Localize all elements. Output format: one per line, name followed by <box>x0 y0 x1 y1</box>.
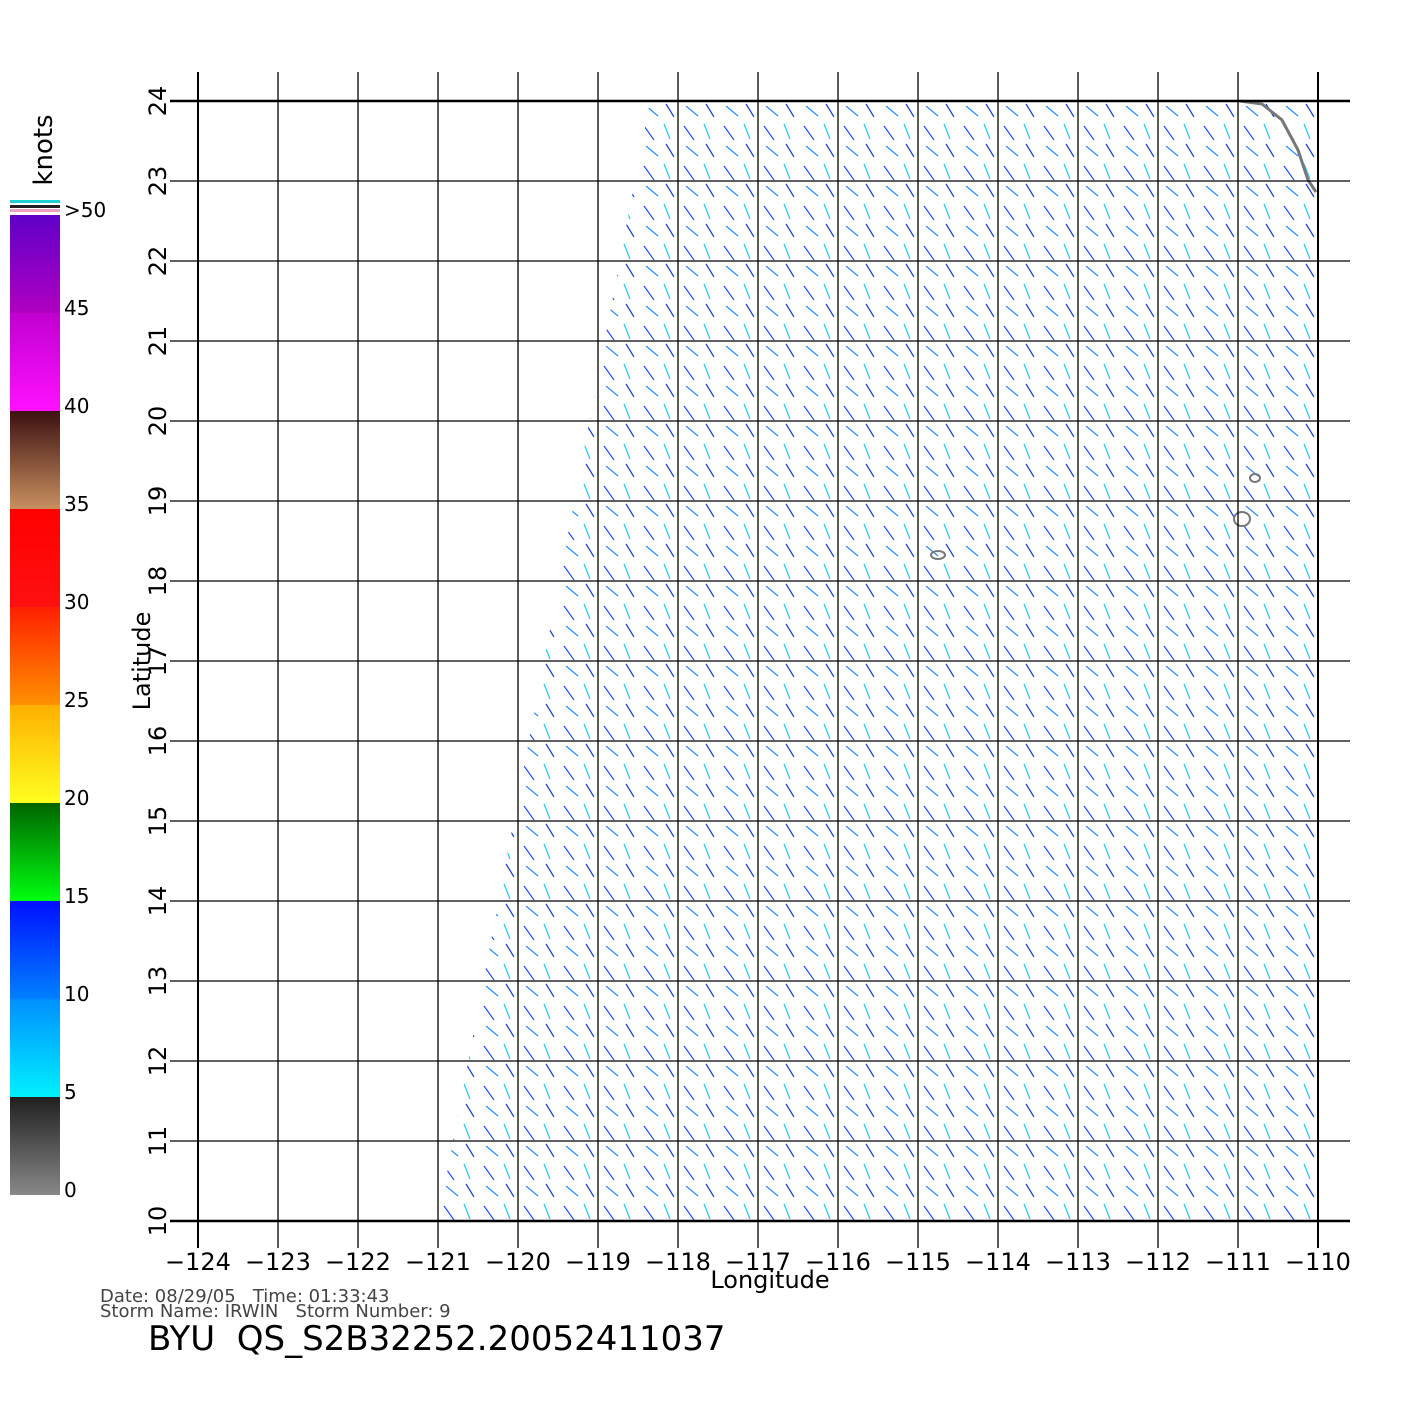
colorbar-segment <box>10 411 60 509</box>
colorbar-tick-label: 0 <box>64 1178 77 1202</box>
colorbar-tick-label: 20 <box>64 786 89 810</box>
y-tick-label: 12 <box>144 1046 172 1077</box>
x-tick-label: −112 <box>1125 1248 1191 1276</box>
coastline <box>1239 99 1318 193</box>
y-tick-label: 22 <box>144 246 172 277</box>
colorbar-tick-label: 5 <box>64 1080 77 1104</box>
y-tick-label: 16 <box>144 726 172 757</box>
footer-storm: Storm Name: IRWIN Storm Number: 9 <box>100 1301 451 1322</box>
island <box>1249 473 1261 483</box>
colorbar-label: knots <box>29 114 59 185</box>
colorbar-tick-label: 10 <box>64 982 89 1006</box>
colorbar-tick-label: 15 <box>64 884 89 908</box>
colorbar-segment <box>10 803 60 901</box>
colorbar-segment <box>10 999 60 1097</box>
colorbar-segment <box>10 509 60 607</box>
y-tick-label: 24 <box>144 86 172 117</box>
colorbar-segment <box>10 1097 60 1195</box>
y-tick-label: 17 <box>144 646 172 677</box>
x-tick-label: −118 <box>645 1248 711 1276</box>
x-tick-label: −122 <box>325 1248 391 1276</box>
y-tick-label: 15 <box>144 806 172 837</box>
colorbar-segment <box>10 313 60 411</box>
footer-date: Date: 08/29/05 Time: 01:33:43 <box>100 1286 390 1307</box>
x-tick-label: −116 <box>805 1248 871 1276</box>
x-tick-label: −111 <box>1205 1248 1271 1276</box>
colorbar-segment <box>10 215 60 313</box>
colorbar-tick-label: 40 <box>64 394 89 418</box>
island <box>1233 511 1251 527</box>
y-tick-label: 14 <box>144 886 172 917</box>
y-tick-label: 20 <box>144 406 172 437</box>
colorbar-cap <box>10 209 60 212</box>
y-tick-label: 10 <box>144 1206 172 1237</box>
x-tick-label: −115 <box>885 1248 951 1276</box>
y-tick-label: 13 <box>144 966 172 997</box>
x-tick-label: −123 <box>245 1248 311 1276</box>
colorbar-cap <box>10 200 60 203</box>
x-tick-label: −110 <box>1285 1248 1351 1276</box>
colorbar-tick-label: >50 <box>64 198 106 222</box>
x-tick-label: −120 <box>485 1248 551 1276</box>
x-tick-label: −121 <box>405 1248 471 1276</box>
colorbar-tick-label: 35 <box>64 492 89 516</box>
x-tick-label: −117 <box>725 1248 791 1276</box>
x-tick-label: −114 <box>965 1248 1031 1276</box>
product-name: BYU QS_S2B32252.20052411037 <box>148 1319 726 1359</box>
colorbar-tick-label: 45 <box>64 296 89 320</box>
island <box>930 550 946 560</box>
x-tick-label: −113 <box>1045 1248 1111 1276</box>
x-axis-label: Longitude <box>710 1266 829 1294</box>
y-tick-label: 23 <box>144 166 172 197</box>
colorbar-cap <box>10 205 60 208</box>
y-axis-label: Latitude <box>128 612 156 711</box>
y-tick-label: 11 <box>144 1126 172 1157</box>
y-tick-label: 19 <box>144 486 172 517</box>
colorbar-segment <box>10 705 60 803</box>
x-tick-label: −119 <box>565 1248 631 1276</box>
colorbar-tick-label: 30 <box>64 590 89 614</box>
colorbar-segment <box>10 607 60 705</box>
colorbar-tick-label: 25 <box>64 688 89 712</box>
x-tick-label: −124 <box>165 1248 231 1276</box>
colorbar-segment <box>10 901 60 999</box>
y-tick-label: 18 <box>144 566 172 597</box>
y-tick-label: 21 <box>144 326 172 357</box>
